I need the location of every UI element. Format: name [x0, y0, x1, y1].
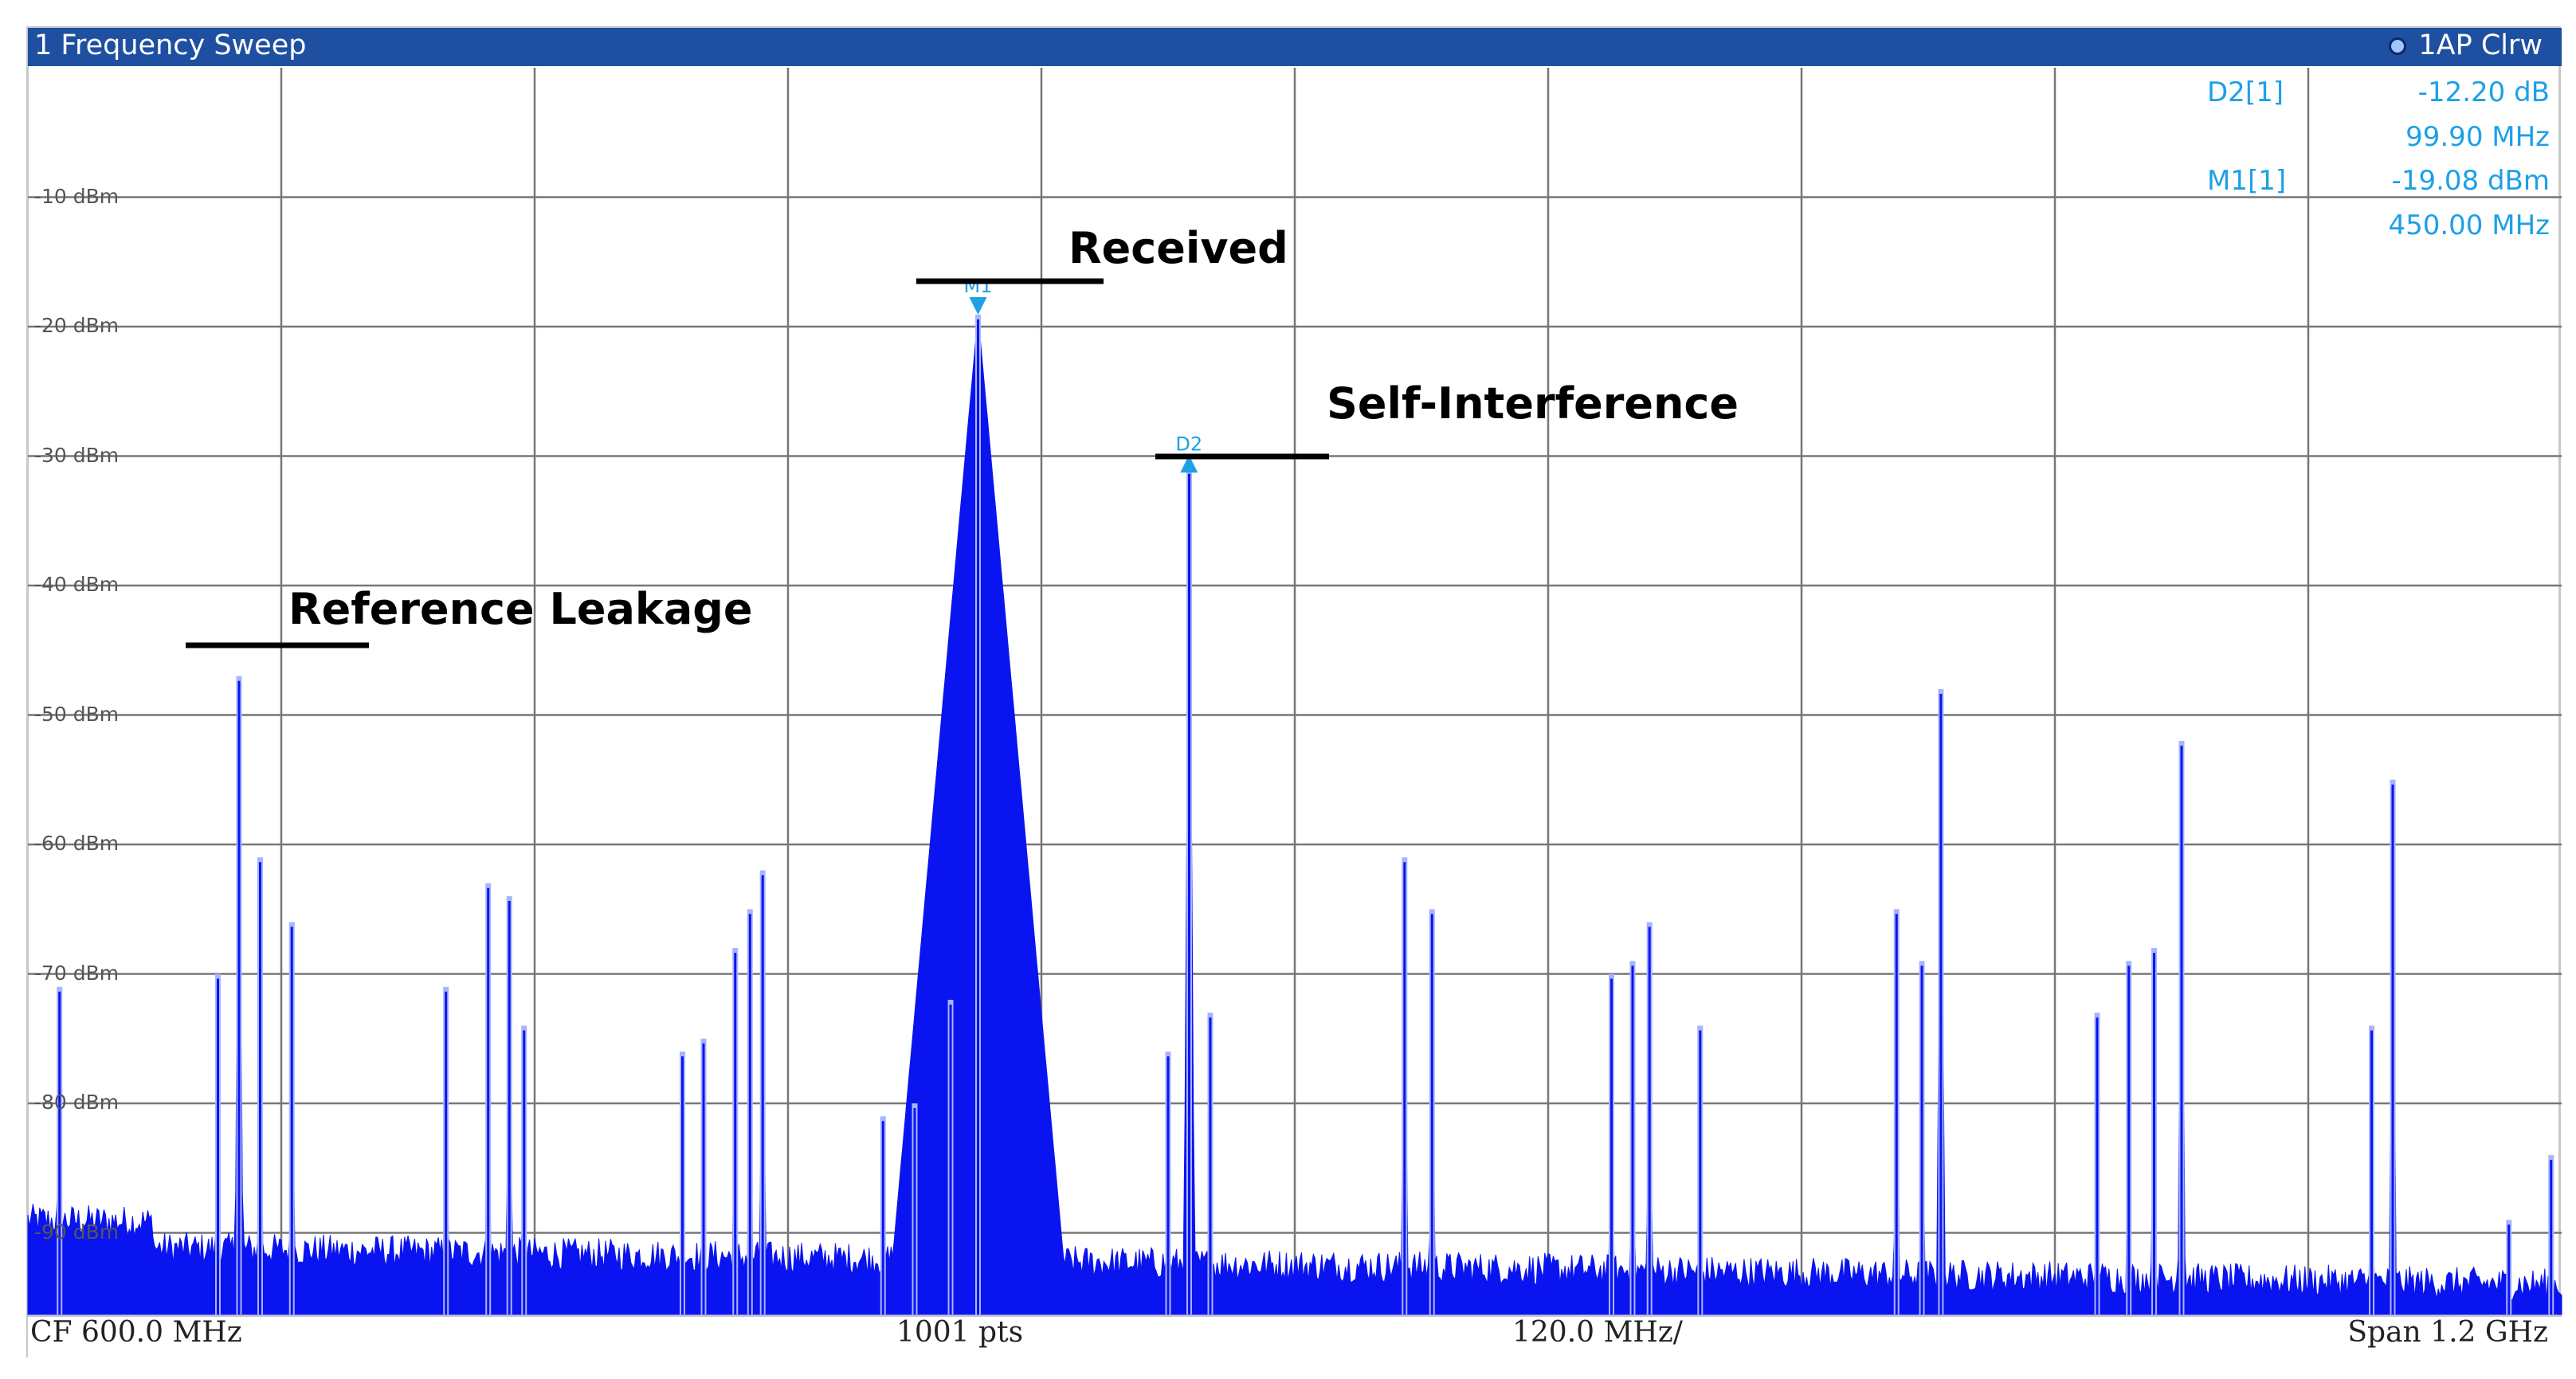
marker-label-d2: D2	[1175, 433, 1202, 455]
y-tick-label: -90 dBm	[34, 1220, 120, 1244]
annotation-self-interference: Self-Interference	[1327, 378, 1739, 429]
sweep-points[interactable]: 1001 pts	[896, 1316, 1024, 1349]
trace-status[interactable]: 1AP Clrw	[2389, 29, 2543, 61]
m1-label: M1[1]	[2207, 165, 2287, 197]
frequency-span[interactable]: Span 1.2 GHz	[2347, 1316, 2548, 1349]
y-tick-label: -10 dBm	[34, 184, 120, 208]
y-tick-label: -30 dBm	[34, 443, 120, 467]
marker-triangle-d2	[1180, 455, 1198, 473]
y-tick-label: -80 dBm	[34, 1091, 120, 1114]
y-tick-label: -20 dBm	[34, 314, 120, 337]
trace-status-label: 1AP Clrw	[2418, 29, 2543, 61]
annotation-received: Received	[1068, 223, 1288, 273]
spectrum-trace	[27, 323, 2562, 1315]
trace-indicator-icon	[2389, 37, 2407, 55]
d2-value: -12.20 dB	[2417, 76, 2550, 108]
title-bar: 1 Frequency Sweep 1AP Clrw	[28, 28, 2562, 66]
m1-value: -19.08 dBm	[2391, 165, 2550, 197]
center-frequency[interactable]: CF 600.0 MHz	[30, 1316, 242, 1349]
marker-triangle-m1	[969, 297, 987, 315]
y-tick-label: -50 dBm	[34, 702, 120, 726]
y-tick-label: -40 dBm	[34, 573, 120, 596]
y-tick-label: -70 dBm	[34, 961, 120, 985]
annotation-reference-leakage: Reference Leakage	[288, 584, 753, 634]
d2-label: D2[1]	[2207, 76, 2284, 108]
y-tick-label: -60 dBm	[34, 832, 120, 855]
m1-freq: 450.00 MHz	[2388, 210, 2550, 241]
freq-per-division: 120.0 MHz/	[1512, 1316, 1683, 1349]
sweep-title: 1 Frequency Sweep	[34, 29, 307, 61]
d2-freq: 99.90 MHz	[2405, 121, 2550, 153]
status-footer	[28, 1315, 2562, 1358]
marker-label-m1: M1	[964, 275, 993, 297]
